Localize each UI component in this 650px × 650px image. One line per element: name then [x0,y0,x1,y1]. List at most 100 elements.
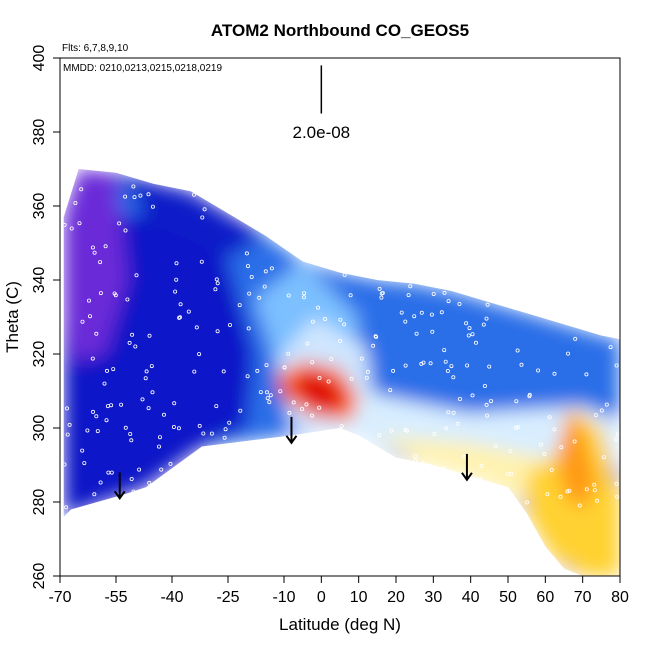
sample-point [249,274,254,279]
sample-point [574,232,579,237]
sample-point [571,234,576,239]
sample-point [451,264,456,269]
sample-point [430,329,435,334]
sample-point [403,319,408,324]
y-tick-label: 260 [31,563,48,590]
sample-point [105,368,110,373]
sample-point [361,251,366,256]
sample-point [532,283,537,288]
sample-point [405,261,410,266]
sample-point [201,431,206,436]
sample-point [398,185,403,190]
y-axis: 260 280 300 320 340 360 380 400 [31,45,60,590]
sample-point [146,192,151,197]
sample-point [335,212,340,217]
sample-point [569,262,574,267]
sample-point [527,392,532,397]
sample-point [494,247,499,252]
sample-point [315,305,320,310]
sample-point [553,204,558,209]
sample-point [452,244,457,249]
sample-point [408,256,413,261]
sample-point [64,505,69,510]
sample-point [470,332,475,337]
sample-point [501,504,506,509]
sample-point [98,260,103,265]
y-axis-title: Theta (C) [3,281,22,353]
sample-point [525,500,530,505]
sample-point [509,471,514,476]
sample-point [484,316,489,321]
sample-point [376,276,381,281]
arrow [113,472,126,501]
sample-point [133,344,138,349]
sample-point [191,192,196,197]
sample-point [464,321,469,326]
sample-point [614,437,619,442]
sample-point [462,454,467,459]
sample-point [285,198,290,203]
sample-point [614,481,619,486]
sample-point [85,428,90,433]
sample-point [599,408,604,413]
sample-point [123,194,128,199]
sample-point [455,256,460,261]
sample-point [554,317,559,322]
sample-point [127,340,132,345]
sample-point [467,326,472,331]
sample-point [92,492,97,497]
sample-point [513,425,518,430]
sample-point [287,410,292,415]
sample-point [508,449,513,454]
sample-point [134,273,139,278]
sample-point [413,210,418,215]
sample-point [412,314,417,319]
sample-point [404,428,409,433]
sample-point [156,480,161,485]
sample-point [558,494,563,499]
sample-point [214,277,219,282]
sample-point [451,375,456,380]
sample-point [131,184,136,189]
sample-point [202,207,207,212]
sample-point [485,413,490,418]
sample-point [451,410,456,415]
sample-point [306,499,311,504]
sample-point [326,379,331,384]
sample-point [304,216,309,221]
sample-point [319,172,324,177]
region-east-orange [556,409,598,510]
sample-point [165,177,170,182]
sample-point [408,284,413,289]
sample-point [283,464,288,469]
sample-point [94,331,99,336]
sample-point [178,302,183,307]
sample-point [490,179,495,184]
sample-point [278,389,283,394]
sample-point [238,408,243,413]
sample-point [150,204,155,209]
sample-point [539,442,544,447]
sample-point [146,406,151,411]
sample-point [542,451,547,456]
sample-point [302,291,307,296]
sample-point [454,173,459,178]
x-tick-label: -10 [272,589,295,606]
sample-point [246,326,251,331]
sample-point [501,288,506,293]
sample-point [504,503,509,508]
sample-point [583,317,588,322]
sample-point [156,444,161,449]
sample-point [63,193,66,198]
sample-point [112,291,117,296]
sample-point [403,271,408,276]
sample-point [577,503,582,508]
sample-point [583,272,588,277]
sample-point [95,429,100,434]
sample-point [129,438,134,443]
sample-point [144,369,149,374]
sample-point [531,170,536,175]
sample-point [493,444,498,449]
sample-point [487,364,492,369]
sample-point [103,244,108,249]
